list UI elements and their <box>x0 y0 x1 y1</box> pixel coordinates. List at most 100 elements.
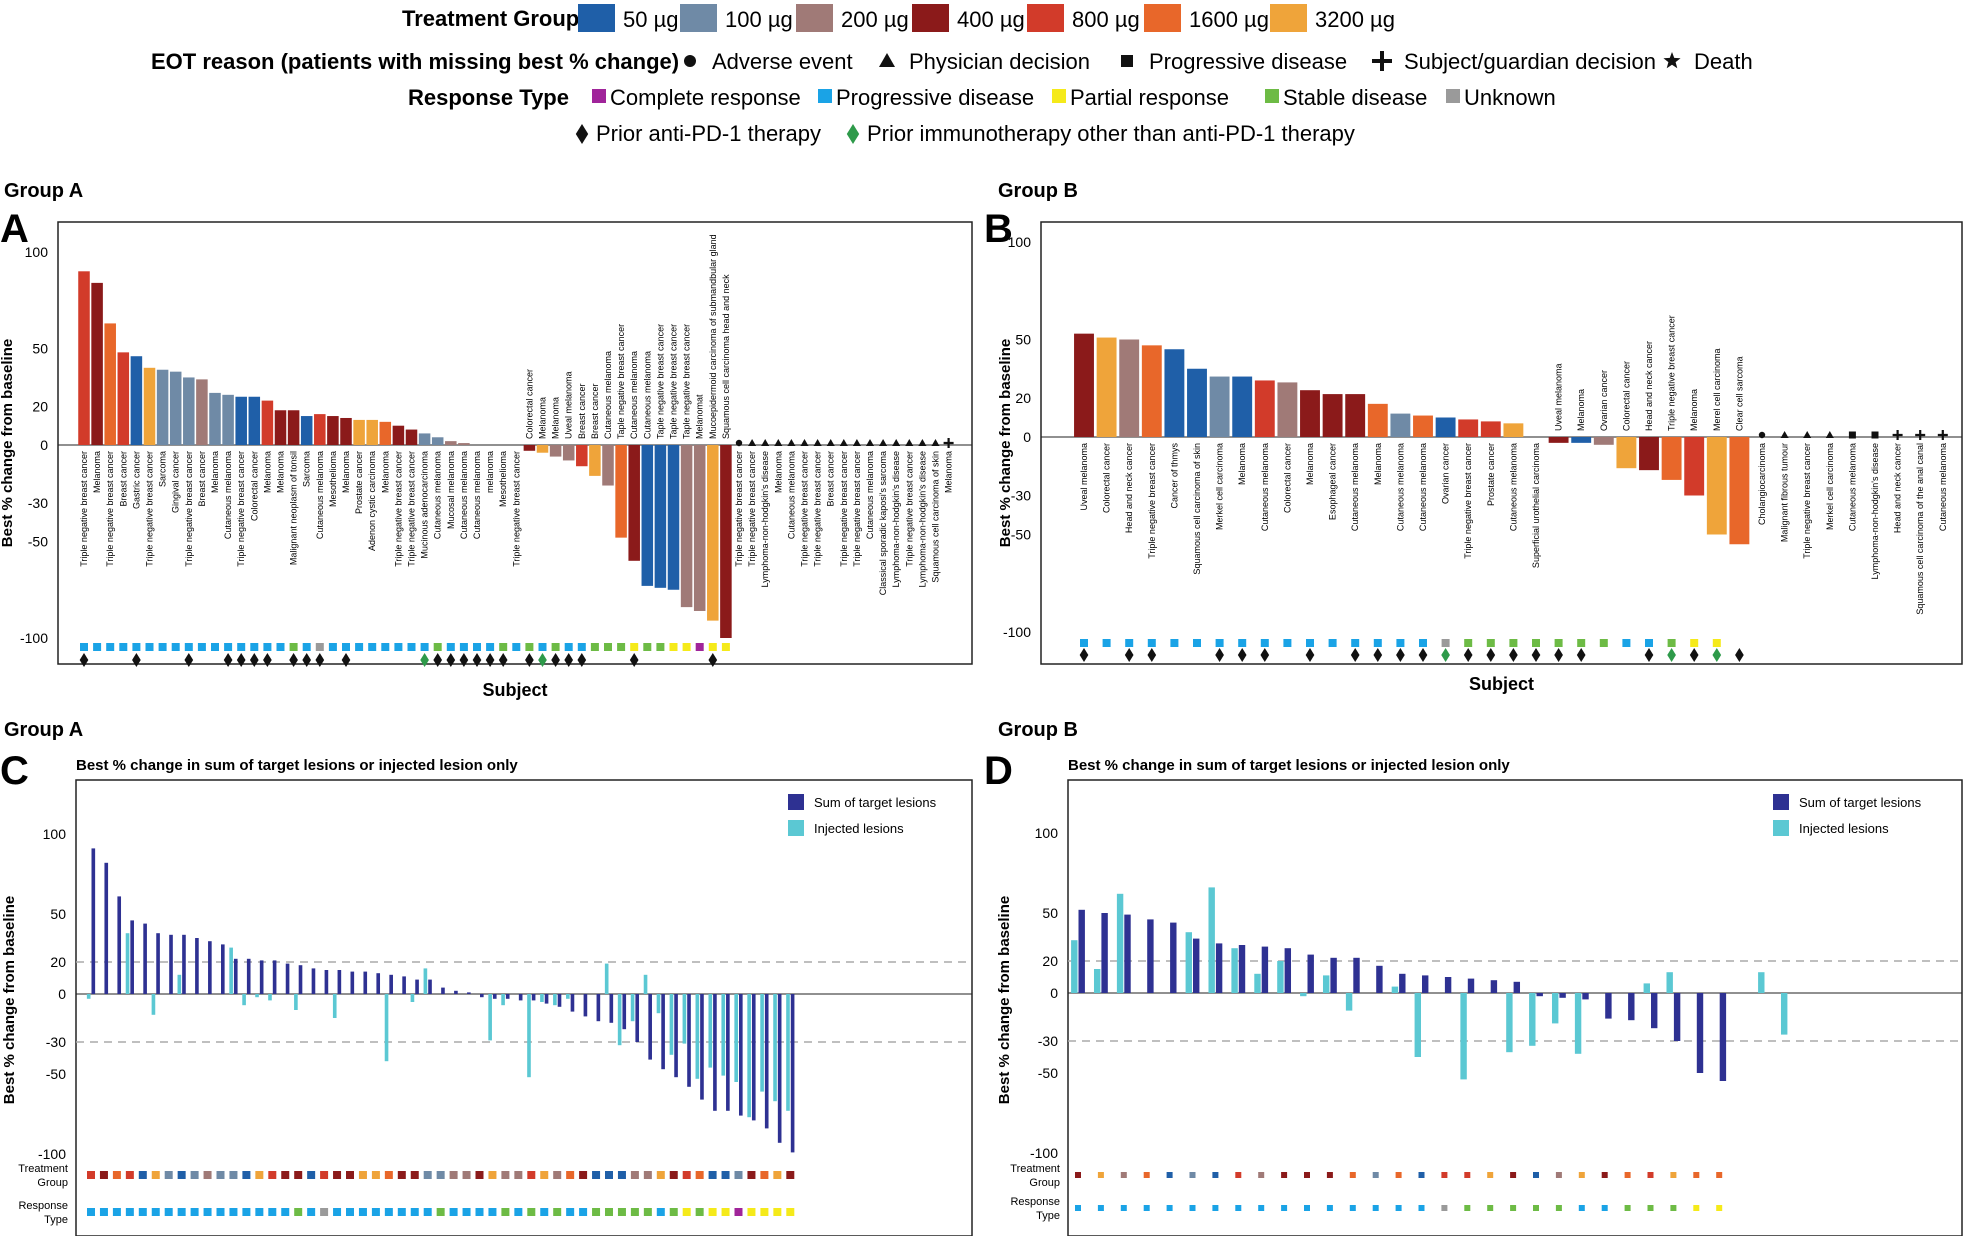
injected-lesion-bar <box>1574 993 1582 1054</box>
category-label: Head and neck cancer <box>1893 443 1903 533</box>
response-type-marker <box>501 1208 510 1216</box>
sum-lesion-bar <box>570 994 575 1012</box>
y-tick-label: -30 <box>1011 488 1031 504</box>
sum-lesion-bar <box>415 979 419 994</box>
prior-therapy-marker <box>1147 648 1157 662</box>
sum-lesion-bar <box>713 994 717 1111</box>
y-tick-label: -50 <box>28 534 48 550</box>
response-type-marker <box>164 1208 173 1216</box>
category-label: Triple negative breast cancer <box>1147 443 1157 559</box>
response-type-marker <box>553 1208 562 1216</box>
y-tick-label: 20 <box>1042 953 1058 969</box>
response-type-marker <box>281 1208 290 1216</box>
category-label: Colorectal cancer <box>1102 443 1112 513</box>
legend-swatch-0 <box>578 4 615 32</box>
legend-swatch-2 <box>796 4 833 32</box>
series-legend-swatch <box>788 820 804 836</box>
prior-therapy-marker <box>1689 648 1699 662</box>
series-legend-label: Sum of target lesions <box>1799 795 1922 810</box>
category-label: Triple negative breast cancer <box>1463 443 1473 559</box>
category-label: Lymphoma-non-hodgkin's disease <box>917 451 927 587</box>
response-marker <box>538 643 547 651</box>
treatment-group-marker <box>346 1171 354 1179</box>
eot-subject-decision-marker <box>1915 430 1926 440</box>
legend-plus-icon <box>1372 51 1392 71</box>
injected-lesion-bar <box>1300 993 1307 997</box>
prior-therapy-marker <box>341 653 351 667</box>
category-label: Triple negative breast cancer <box>184 451 194 567</box>
category-label: Triple negative breast cancer <box>1667 315 1677 431</box>
injected-lesion-bar <box>617 994 622 1046</box>
sum-lesion-bar <box>1124 914 1131 993</box>
eot-physician-decision-marker <box>826 439 835 446</box>
eot-physician-decision-marker <box>774 439 783 446</box>
category-label: Melanoma <box>1237 443 1247 485</box>
bar <box>1616 437 1637 469</box>
legend-eot-label: Physician decision <box>909 49 1090 74</box>
response-marker <box>1147 639 1156 647</box>
sum-lesion-bar <box>1605 993 1612 1019</box>
prior-therapy-marker <box>1079 648 1089 662</box>
treatment-group-marker <box>1143 1172 1150 1178</box>
treatment-group-marker <box>151 1171 160 1179</box>
category-label: Melanoma <box>92 451 102 493</box>
treatment-group-marker <box>1372 1172 1379 1178</box>
response-type-marker <box>1464 1205 1471 1211</box>
eot-physician-decision-marker <box>918 439 927 446</box>
response-type-marker <box>358 1208 367 1216</box>
response-type-marker <box>1349 1205 1356 1211</box>
response-type-marker <box>617 1208 626 1216</box>
sum-lesion-bar <box>492 994 497 999</box>
treatment-group-marker <box>268 1171 277 1179</box>
bar <box>379 421 392 445</box>
bar <box>183 377 195 445</box>
treatment-group-marker <box>1235 1172 1242 1178</box>
injected-lesion-bar <box>604 963 609 994</box>
legend-response-label: Stable disease <box>1283 85 1427 110</box>
bar <box>143 367 156 445</box>
response-marker <box>669 643 678 651</box>
response-type-marker <box>151 1208 160 1216</box>
sum-lesion-bar <box>777 994 782 1143</box>
category-label: Cancer of thmys <box>1169 443 1179 509</box>
response-type-marker <box>190 1208 199 1216</box>
category-label: Melanoma <box>276 451 286 493</box>
response-type-marker <box>1281 1205 1288 1211</box>
sum-lesion-bar <box>454 990 458 994</box>
response-marker <box>197 643 206 651</box>
bar <box>1141 345 1162 437</box>
response-type-marker <box>721 1208 730 1216</box>
category-label: Superficial urothelial carcinoma <box>1531 443 1541 568</box>
treatment-group-marker <box>333 1171 342 1179</box>
injected-lesion-bar <box>1208 887 1215 993</box>
bar <box>1639 437 1659 471</box>
treatment-group-marker <box>1326 1172 1333 1178</box>
y-tick-label: 100 <box>25 244 49 260</box>
response-marker <box>604 643 612 651</box>
sum-lesion-bar <box>350 971 355 994</box>
response-type-marker <box>346 1208 354 1216</box>
treatment-group-marker <box>1533 1172 1539 1178</box>
treatment-group-marker <box>1258 1172 1265 1178</box>
legend-square-icon <box>1121 55 1133 67</box>
sum-lesion-bar <box>221 944 225 994</box>
prior-therapy-marker <box>1305 648 1315 662</box>
treatment-group-marker <box>656 1171 665 1179</box>
category-label: Triple negative breast cancer <box>734 451 744 567</box>
y-tick-label: 50 <box>50 906 66 922</box>
response-type-marker <box>268 1208 277 1216</box>
category-label: Colorectal cancer <box>1282 443 1292 513</box>
response-marker <box>158 643 167 651</box>
response-type-marker <box>540 1208 549 1216</box>
category-label: Triple negative breast cancer <box>393 451 403 567</box>
response-marker <box>1306 639 1314 647</box>
eot-physician-decision-marker <box>931 439 940 446</box>
eot-physician-decision-marker <box>905 439 914 446</box>
x-axis-label: Subject <box>482 680 547 700</box>
panel-subtitle: Best % change in sum of target lesions o… <box>76 757 518 774</box>
response-marker <box>1464 639 1473 647</box>
y-tick-label: 50 <box>32 341 48 357</box>
injected-lesion-bar <box>1231 948 1238 993</box>
injected-lesion-bar <box>332 994 337 1018</box>
treatment-group-marker <box>682 1171 691 1179</box>
